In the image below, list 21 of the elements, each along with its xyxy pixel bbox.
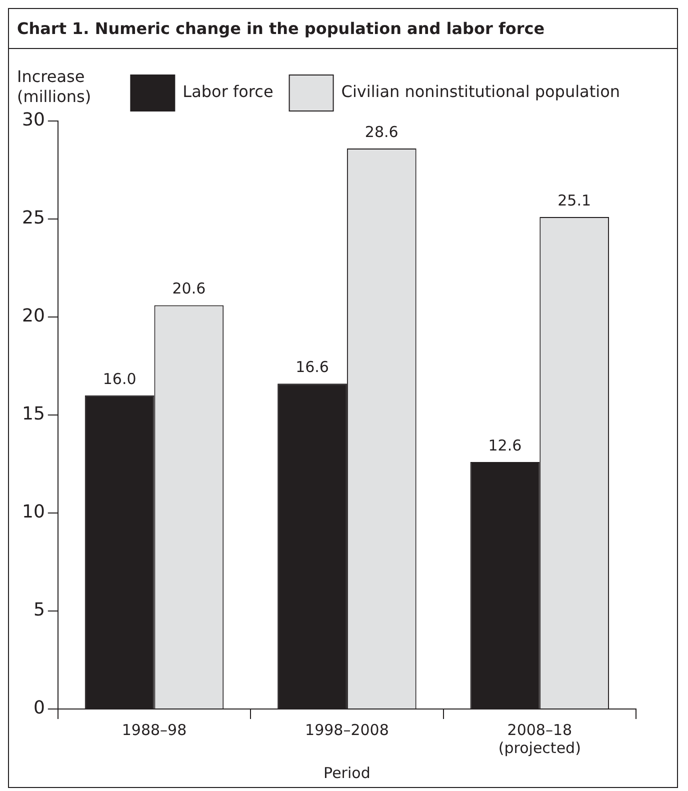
y-tick-label: 10 — [22, 502, 45, 523]
data-label: 20.6 — [172, 280, 206, 298]
y-tick-label: 30 — [22, 110, 45, 131]
x-tick-label: 1998–2008 — [305, 720, 389, 739]
data-label: 25.1 — [558, 191, 592, 210]
data-label: 12.6 — [488, 436, 522, 454]
y-tick-label: 0 — [33, 698, 45, 719]
x-tick-label: 2008–18 (projected) — [498, 720, 581, 757]
x-axis-title: Period — [324, 764, 370, 782]
data-label: 16.0 — [102, 370, 136, 388]
legend-label: Civilian noninstitutional population — [341, 82, 620, 102]
legend-label: Labor force — [182, 82, 274, 102]
data-label: 28.6 — [364, 122, 398, 141]
y-tick-label: 5 — [33, 600, 45, 621]
chart-title: Chart 1. Numeric change in the population and labor force — [9, 9, 677, 49]
y-tick-label: 25 — [22, 208, 45, 229]
y-tick-label: 15 — [22, 404, 45, 425]
y-axis-title: Increase (millions) — [17, 67, 92, 107]
y-tick-label: 20 — [22, 306, 45, 327]
data-label: 16.6 — [296, 358, 329, 376]
x-tick-label: 1988–98 — [122, 720, 187, 739]
